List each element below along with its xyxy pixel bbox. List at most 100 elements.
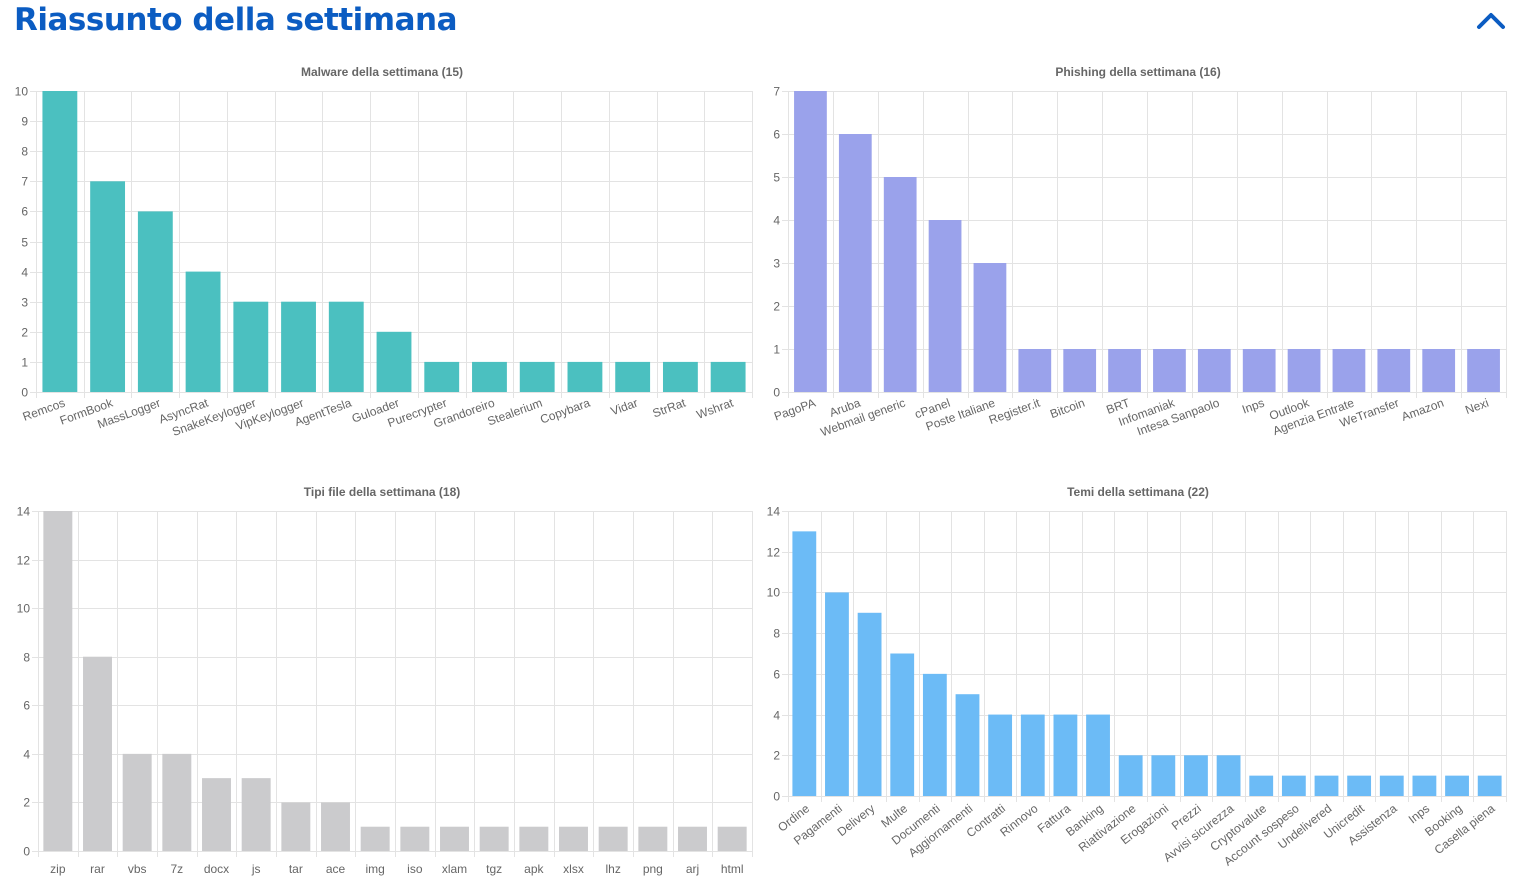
bar[interactable]	[710, 361, 746, 392]
y-tick-label: 12	[17, 554, 31, 568]
y-tick-label: 7	[773, 85, 780, 99]
y-tick-label: 10	[767, 586, 781, 600]
bar[interactable]	[973, 263, 1007, 392]
bar[interactable]	[472, 361, 507, 392]
bar[interactable]	[1184, 755, 1208, 796]
bar[interactable]	[83, 656, 112, 851]
y-tick-label: 12	[767, 546, 781, 560]
bar[interactable]	[890, 653, 915, 797]
bar[interactable]	[122, 753, 152, 851]
bar[interactable]	[1118, 755, 1143, 796]
bar[interactable]	[1422, 349, 1456, 392]
x-tick-label: Wshrat	[695, 395, 736, 421]
bar[interactable]	[1347, 775, 1372, 796]
bar[interactable]	[1020, 714, 1045, 796]
x-tick-label: Amazon	[1400, 396, 1446, 424]
bar[interactable]	[1377, 349, 1411, 392]
bar[interactable]	[281, 301, 316, 392]
bar[interactable]	[1153, 349, 1186, 392]
bar[interactable]	[838, 134, 872, 392]
bar[interactable]	[42, 91, 78, 392]
bar[interactable]	[424, 361, 460, 392]
bar[interactable]	[328, 301, 364, 392]
page-header: Riassunto della settimana	[0, 0, 1518, 46]
bar[interactable]	[928, 220, 962, 392]
bar[interactable]	[1018, 349, 1052, 392]
bar[interactable]	[922, 673, 947, 796]
collapse-button[interactable]	[1474, 6, 1508, 36]
bar[interactable]	[1151, 755, 1176, 796]
x-tick-label: tgz	[486, 862, 502, 876]
bar[interactable]	[792, 531, 817, 796]
y-tick-label: 4	[773, 709, 780, 723]
grid	[782, 511, 1507, 802]
bars	[43, 511, 747, 851]
bar[interactable]	[1197, 349, 1231, 392]
bar[interactable]	[1216, 755, 1241, 796]
y-tick-label: 6	[21, 205, 28, 219]
bar[interactable]	[1281, 775, 1306, 796]
bar[interactable]	[321, 802, 350, 851]
bar[interactable]	[955, 694, 980, 796]
y-tick-label: 9	[21, 115, 28, 129]
bar[interactable]	[662, 361, 698, 392]
chart-title: Temi della settimana (22)	[1067, 485, 1209, 499]
page-title: Riassunto della settimana	[14, 2, 458, 38]
bar[interactable]	[137, 211, 173, 392]
bar[interactable]	[1467, 349, 1500, 392]
bar[interactable]	[598, 826, 628, 851]
y-tick-label: 10	[15, 85, 29, 99]
bar[interactable]	[360, 826, 390, 851]
bar[interactable]	[43, 511, 73, 851]
y-tick-label: 10	[17, 602, 31, 616]
bar[interactable]	[1477, 775, 1502, 796]
bar[interactable]	[559, 826, 588, 851]
bar[interactable]	[883, 177, 917, 392]
x-tick-label: tar	[289, 862, 303, 876]
bar[interactable]	[615, 361, 651, 392]
bar[interactable]	[185, 271, 221, 392]
y-tick-label: 8	[773, 627, 780, 641]
bar[interactable]	[1445, 775, 1469, 796]
y-tick-label: 5	[773, 171, 780, 185]
bar[interactable]	[1412, 775, 1437, 796]
x-tick-label: Register.it	[987, 395, 1043, 427]
bar[interactable]	[1053, 714, 1078, 796]
bar[interactable]	[1287, 349, 1321, 392]
bar[interactable]	[1108, 349, 1141, 392]
bar[interactable]	[1249, 775, 1274, 796]
bar[interactable]	[1332, 349, 1366, 392]
bar[interactable]	[794, 91, 827, 392]
bar[interactable]	[678, 826, 707, 851]
bar[interactable]	[400, 826, 430, 851]
bar[interactable]	[1063, 349, 1097, 392]
bar[interactable]	[233, 301, 269, 392]
bar[interactable]	[638, 826, 668, 851]
bar[interactable]	[90, 181, 126, 392]
themes-chart: Temi della settimana (22) 0 2 4 6 8 10 12 14 Ordi…	[760, 480, 1518, 884]
bar[interactable]	[1379, 775, 1404, 796]
y-tick-label: 1	[773, 343, 780, 357]
bar[interactable]	[825, 592, 849, 796]
bar[interactable]	[1242, 349, 1276, 392]
bar[interactable]	[376, 331, 412, 392]
bar[interactable]	[1086, 714, 1110, 796]
bar[interactable]	[988, 714, 1013, 796]
bar[interactable]	[479, 826, 509, 851]
y-tick-label: 2	[23, 796, 30, 810]
chart-svg: Phishing della settimana (16) 0 1 2 3 4 5 6 7 Pag…	[772, 65, 1507, 439]
bar[interactable]	[162, 753, 192, 851]
x-tick-label: iso	[407, 862, 423, 876]
bar[interactable]	[440, 826, 469, 851]
bar[interactable]	[857, 612, 882, 796]
x-tick-label: apk	[524, 862, 544, 876]
y-tick-label: 7	[21, 175, 28, 189]
bar[interactable]	[519, 826, 549, 851]
bar[interactable]	[241, 778, 271, 851]
bar[interactable]	[567, 361, 603, 392]
bar[interactable]	[281, 802, 311, 851]
bar[interactable]	[1314, 775, 1339, 796]
bar[interactable]	[202, 778, 231, 851]
bar[interactable]	[519, 361, 555, 392]
bar[interactable]	[717, 826, 747, 851]
